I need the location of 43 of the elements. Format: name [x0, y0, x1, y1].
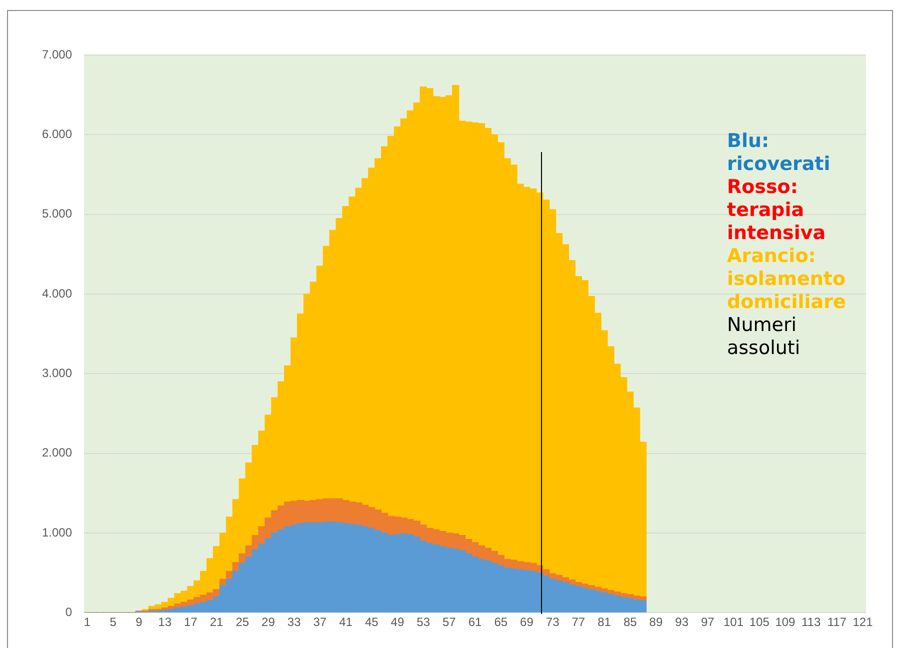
x-tick-label: 53 [416, 615, 430, 630]
x-tick-label: 93 [675, 615, 689, 630]
y-tick-label: 7.000 [42, 47, 72, 62]
x-tick-label: 21 [210, 615, 224, 630]
x-tick-label: 29 [262, 615, 276, 630]
y-tick-label: 3.000 [42, 366, 72, 380]
annotation: Arancio: isolamento domiciliare [727, 245, 847, 314]
x-tick-label: 13 [158, 615, 172, 630]
x-tick-label: 17 [184, 615, 198, 630]
x-tick-label: 9 [136, 615, 143, 630]
x-tick-label: 109 [775, 615, 796, 630]
x-tick-label: 113 [802, 615, 821, 630]
y-tick-label: 2.000 [42, 446, 72, 460]
x-tick-label: 61 [468, 615, 482, 630]
x-tick-label: 33 [287, 615, 302, 630]
y-tick-label: 0 [65, 604, 72, 619]
annotation: Numeri assoluti [727, 314, 802, 360]
x-tick-label: 69 [520, 615, 534, 630]
x-tick-label: 85 [623, 615, 638, 630]
x-tick-label: 25 [236, 615, 250, 630]
y-tick-label: 4.000 [42, 286, 72, 300]
x-tick-label: 57 [442, 615, 456, 630]
x-tick-label: 81 [598, 615, 612, 630]
x-tick-label: 97 [700, 615, 715, 630]
y-tick-label: 1.000 [42, 525, 72, 540]
x-tick-label: 1 [84, 615, 91, 630]
x-tick-label: 49 [390, 615, 404, 630]
x-tick-label: 121 [852, 615, 874, 630]
x-tick-label: 77 [572, 615, 586, 630]
x-tick-label: 45 [364, 615, 379, 630]
annotation: Blu: ricoverati [727, 130, 832, 176]
x-tick-label: 41 [339, 615, 353, 630]
y-tick-label: 5.000 [42, 206, 72, 221]
x-tick-label: 101 [724, 615, 744, 630]
x-tick-label: 73 [546, 615, 560, 630]
x-tick-label: 37 [313, 615, 327, 630]
x-tick-label: 105 [749, 615, 770, 630]
x-tick-label: 5 [110, 615, 117, 630]
x-tick-label: 89 [649, 615, 663, 630]
x-tick-label: 117 [827, 615, 847, 630]
y-tick-label: 6.000 [42, 126, 72, 141]
x-tick-label: 65 [494, 615, 508, 630]
annotation: Rosso: terapia intensiva [727, 176, 827, 245]
